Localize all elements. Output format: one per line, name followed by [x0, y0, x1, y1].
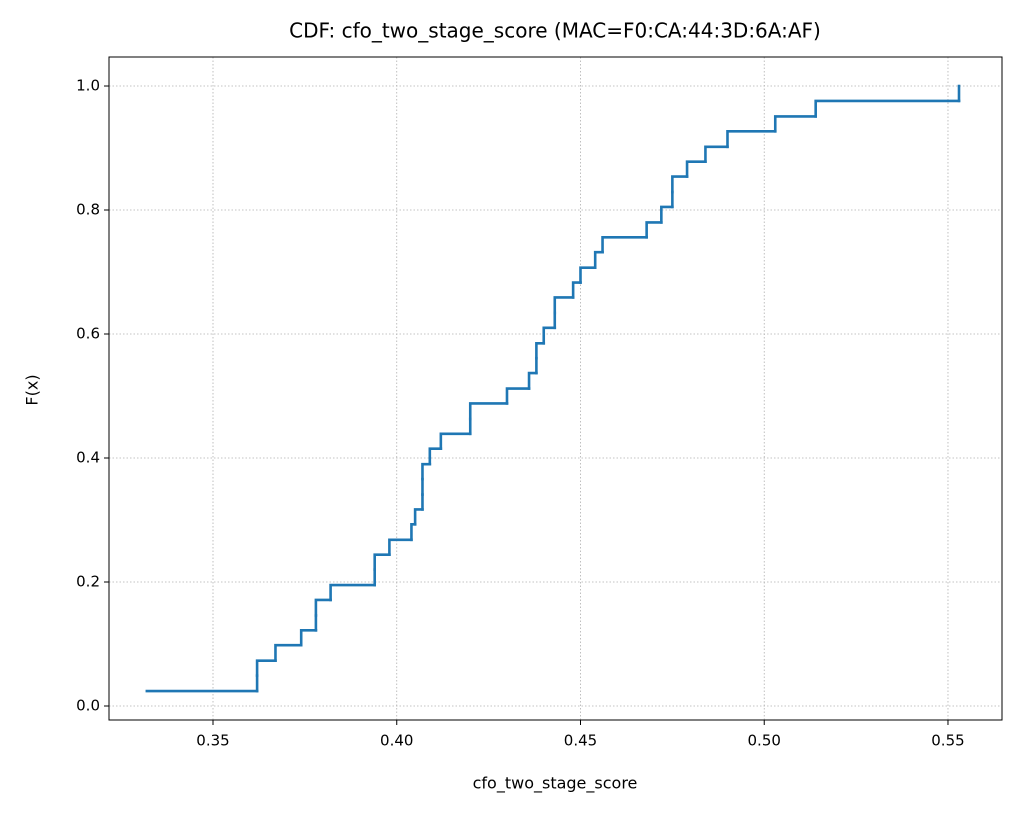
cdf-step — [428, 447, 443, 466]
cdf-step — [255, 659, 277, 677]
cdf-step — [660, 205, 674, 224]
cdf-step — [773, 115, 817, 133]
cdf-step — [329, 583, 376, 602]
y-tick-label: 0.2 — [76, 572, 100, 590]
cdf-step — [601, 235, 648, 254]
y-tick-label: 0.8 — [76, 201, 100, 219]
y-tick-label: 0.0 — [76, 696, 100, 714]
cdf-step — [553, 296, 575, 315]
y-axis-label: F(x) — [23, 374, 42, 405]
x-tick-label: 0.40 — [380, 732, 413, 750]
x-axis-label: cfo_two_stage_score — [473, 774, 638, 794]
cdf-step — [814, 99, 961, 118]
cdf-step — [274, 643, 303, 663]
cdf-step — [593, 250, 604, 269]
cdf-step — [535, 342, 546, 360]
cdf-step — [505, 387, 531, 405]
cdf-step — [388, 538, 413, 557]
plot-frame — [108, 56, 1003, 721]
x-tick-label: 0.35 — [196, 732, 229, 750]
cdf-step — [704, 145, 729, 163]
cdf-step — [527, 371, 538, 390]
cdf-step — [542, 326, 557, 345]
cdf-step — [671, 175, 689, 194]
cdf-step — [571, 281, 582, 299]
cdf-step — [410, 523, 417, 542]
cdf-step — [421, 462, 432, 481]
cdf-step — [726, 129, 777, 149]
cdf-step — [468, 402, 509, 421]
cdf-step — [413, 508, 424, 526]
x-tick-label: 0.50 — [748, 732, 781, 750]
y-tick-label: 1.0 — [76, 77, 100, 95]
y-tick-label: 0.6 — [76, 325, 100, 343]
cdf-step — [645, 221, 663, 239]
cdf-step — [439, 432, 472, 450]
cdf-step — [579, 266, 597, 284]
cdf-step — [314, 598, 332, 617]
x-tick-label: 0.55 — [931, 732, 964, 750]
cdf-step — [373, 553, 391, 571]
y-tick-label: 0.4 — [76, 448, 100, 466]
cdf-step — [299, 629, 318, 647]
chart-title: CDF: cfo_two_stage_score (MAC=F0:CA:44:3… — [289, 19, 821, 43]
cdf-step — [685, 160, 707, 178]
x-tick-label: 0.45 — [564, 732, 597, 750]
